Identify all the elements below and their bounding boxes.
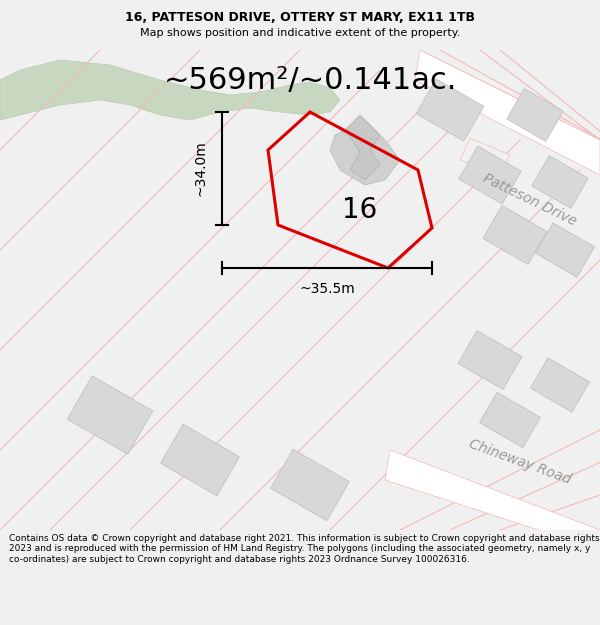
Polygon shape (535, 223, 595, 277)
Text: Map shows position and indicative extent of the property.: Map shows position and indicative extent… (140, 28, 460, 38)
Polygon shape (479, 392, 541, 448)
Text: Chineway Road: Chineway Road (467, 437, 573, 487)
Polygon shape (459, 146, 521, 204)
Text: 16: 16 (343, 196, 377, 224)
Polygon shape (416, 79, 484, 141)
Text: Patteson Drive: Patteson Drive (481, 171, 579, 229)
Text: 16, PATTESON DRIVE, OTTERY ST MARY, EX11 1TB: 16, PATTESON DRIVE, OTTERY ST MARY, EX11… (125, 11, 475, 24)
Polygon shape (483, 206, 547, 264)
Polygon shape (458, 331, 522, 389)
Polygon shape (271, 449, 349, 521)
Text: ~569m²/~0.141ac.: ~569m²/~0.141ac. (163, 66, 457, 94)
Polygon shape (67, 376, 153, 454)
Polygon shape (507, 89, 563, 141)
Text: ~34.0m: ~34.0m (194, 141, 208, 196)
Polygon shape (345, 115, 380, 180)
Polygon shape (530, 358, 590, 412)
Polygon shape (415, 50, 600, 175)
Polygon shape (532, 156, 588, 208)
Polygon shape (161, 424, 239, 496)
Text: ~35.5m: ~35.5m (299, 282, 355, 296)
Text: Contains OS data © Crown copyright and database right 2021. This information is : Contains OS data © Crown copyright and d… (9, 534, 599, 564)
Polygon shape (385, 450, 600, 550)
Polygon shape (330, 120, 400, 185)
Polygon shape (0, 60, 340, 120)
Polygon shape (460, 138, 510, 175)
